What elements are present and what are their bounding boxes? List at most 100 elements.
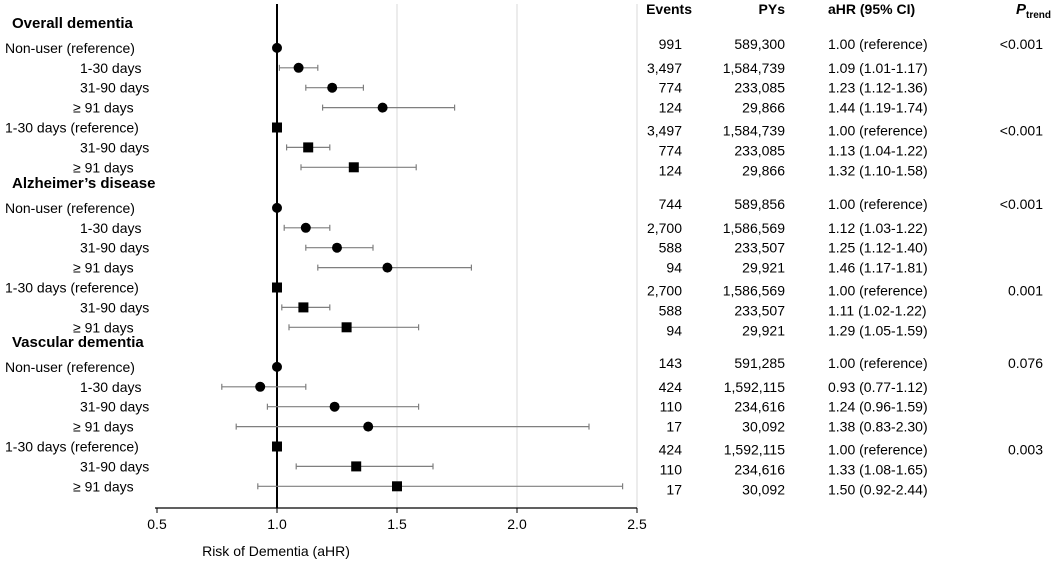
point-estimate-square	[298, 302, 309, 313]
x-tick-label: 1.5	[387, 516, 407, 532]
cell-events: 774	[659, 142, 683, 158]
row-label: 1-30 days	[80, 379, 141, 395]
cell-ahr: 1.23 (1.12-1.36)	[828, 80, 928, 96]
cell-ahr: 1.13 (1.04-1.22)	[828, 142, 928, 158]
point-estimate-circle	[382, 262, 393, 273]
row-label: 1-30 days (reference)	[5, 439, 139, 455]
cell-events: 94	[666, 260, 682, 276]
cell-pys: 1,584,739	[723, 60, 785, 76]
row-label: 1-30 days (reference)	[5, 120, 139, 136]
cell-ahr: 1.11 (1.02-1.22)	[828, 302, 927, 318]
group-title: Vascular dementia	[12, 334, 144, 351]
cell-ahr: 1.24 (0.96-1.59)	[828, 399, 928, 415]
cell-ahr: 1.29 (1.05-1.59)	[828, 322, 928, 338]
cell-ahr: 1.00 (reference)	[828, 123, 928, 139]
cell-ahr: 0.93 (0.77-1.12)	[828, 379, 928, 395]
ptrend-main: P	[1016, 1, 1027, 18]
cell-pys: 1,586,569	[723, 283, 785, 299]
cell-ptrend: 0.003	[1008, 442, 1043, 458]
point-estimate-square	[272, 282, 282, 293]
cell-pys: 233,507	[734, 302, 785, 318]
cell-ahr: 1.50 (0.92-2.44)	[828, 481, 928, 497]
row-label: ≥ 91 days	[73, 478, 134, 494]
row-label: ≥ 91 days	[73, 100, 134, 116]
point-estimate-circle	[272, 42, 282, 53]
row-label: 31-90 days	[80, 399, 149, 415]
row-label: 1-30 days (reference)	[5, 280, 139, 296]
cell-pys: 30,092	[742, 481, 785, 497]
row-label: 1-30 days	[80, 220, 141, 236]
point-estimate-circle	[272, 202, 282, 213]
cell-ptrend: 0.076	[1008, 355, 1043, 371]
row-label: Non-user (reference)	[5, 359, 135, 375]
cell-pys: 1,586,569	[723, 220, 785, 236]
cell-ptrend: <0.001	[1000, 36, 1043, 52]
cell-events: 2,700	[647, 283, 682, 299]
point-estimate-circle	[327, 82, 338, 93]
cell-events: 17	[666, 419, 682, 435]
row-label: 1-30 days	[80, 60, 141, 76]
group-title: Alzheimer’s disease	[12, 175, 155, 192]
cell-pys: 1,592,115	[724, 442, 785, 458]
point-estimate-square	[392, 481, 402, 492]
row-label: ≥ 91 days	[73, 419, 134, 435]
point-estimate-square	[272, 122, 282, 133]
x-axis: Risk of Dementia (aHR) 0.5 1.0 1.5 2.0 2.5	[147, 507, 647, 559]
col-header-ahr: aHR (95% CI)	[828, 1, 915, 17]
cell-events: 774	[659, 80, 683, 96]
cell-pys: 591,285	[734, 355, 785, 371]
cell-ahr: 1.25 (1.12-1.40)	[828, 240, 928, 256]
cell-ahr: 1.46 (1.17-1.81)	[828, 260, 928, 276]
cell-ahr: 1.00 (reference)	[828, 283, 928, 299]
col-header-pys: PYs	[759, 1, 786, 17]
point-estimate-square	[341, 322, 352, 333]
cell-ahr: 1.32 (1.10-1.58)	[828, 162, 928, 178]
point-estimate-square	[272, 441, 282, 452]
col-header-events: Events	[646, 1, 692, 17]
row-label: 31-90 days	[80, 299, 149, 315]
point-estimate-circle	[329, 401, 340, 412]
row-label: 31-90 days	[80, 240, 149, 256]
gridlines	[396, 4, 638, 508]
row-label: ≥ 91 days	[73, 319, 134, 335]
cell-pys: 234,616	[734, 399, 785, 415]
ptrend-subscript: trend	[1026, 10, 1051, 21]
point-estimate-square	[348, 162, 359, 173]
cell-events: 588	[659, 240, 683, 256]
cell-ahr: 1.12 (1.03-1.22)	[828, 220, 928, 236]
cell-ahr: 1.33 (1.08-1.65)	[828, 461, 928, 477]
cell-events: 3,497	[647, 60, 682, 76]
cell-pys: 29,866	[742, 162, 785, 178]
cell-ahr: 1.00 (reference)	[828, 36, 928, 52]
group-title: Overall dementia	[12, 15, 134, 32]
cell-events: 94	[666, 322, 682, 338]
cell-events: 424	[659, 442, 683, 458]
cell-events: 17	[666, 481, 682, 497]
data-table: Events PYs aHR (95% CI) Ptrend 991 589,30…	[646, 1, 1051, 497]
cell-ahr: 1.09 (1.01-1.17)	[828, 60, 928, 76]
cell-pys: 234,616	[734, 461, 785, 477]
cell-ptrend: 0.001	[1008, 283, 1043, 299]
cell-events: 110	[660, 399, 683, 415]
point-estimate-circle	[272, 361, 282, 372]
point-estimate-square	[351, 461, 362, 472]
cell-events: 744	[659, 196, 683, 212]
point-estimate-circle	[255, 381, 266, 392]
cell-ptrend: <0.001	[1000, 196, 1043, 212]
point-estimate-circle	[300, 222, 311, 233]
col-header-ptrend: Ptrend	[1016, 1, 1051, 21]
row-label: Non-user (reference)	[5, 40, 135, 56]
cell-pys: 29,921	[742, 260, 785, 276]
cell-events: 2,700	[647, 220, 682, 236]
cell-pys: 589,300	[734, 36, 785, 52]
cell-events: 991	[659, 36, 683, 52]
cell-ahr: 1.44 (1.19-1.74)	[828, 100, 928, 116]
cell-pys: 29,866	[742, 100, 785, 116]
x-tick-label: 0.5	[147, 516, 167, 532]
row-label: Non-user (reference)	[5, 200, 135, 216]
cell-ahr: 1.38 (0.83-2.30)	[828, 419, 928, 435]
cell-ahr: 1.00 (reference)	[828, 196, 928, 212]
row-label: 31-90 days	[80, 139, 149, 155]
x-tick-label: 2.5	[627, 516, 647, 532]
